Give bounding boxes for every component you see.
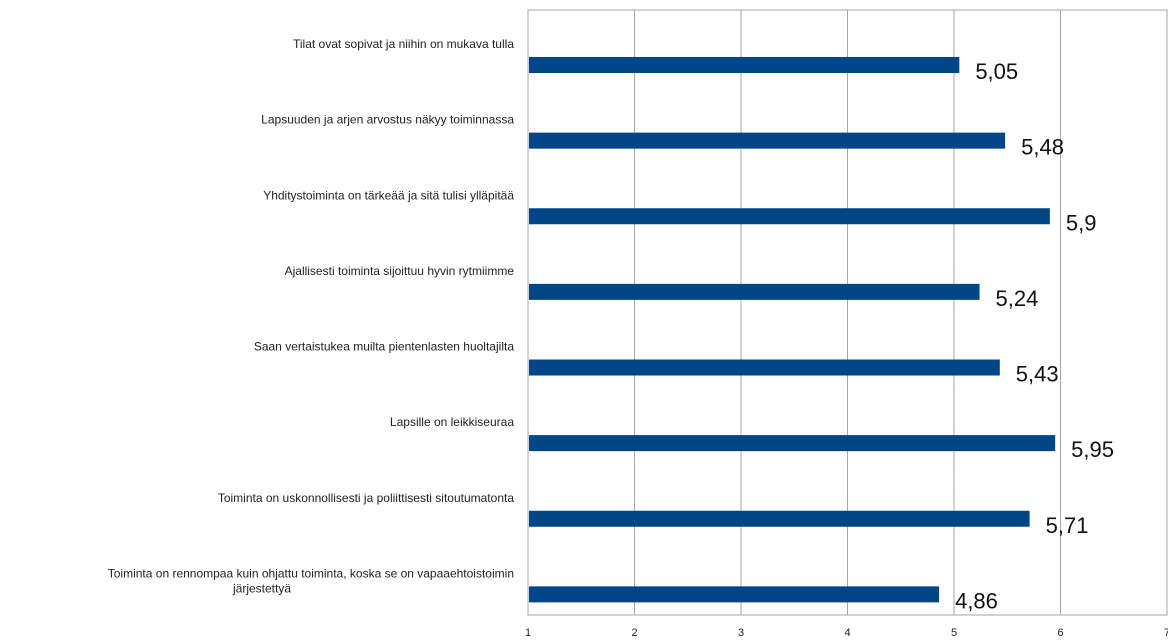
bar-4 bbox=[529, 283, 980, 300]
category-label-8-line-1: Toiminta on rennompaa kuin ohjattu toimi… bbox=[108, 566, 514, 580]
x-tick-label-4: 4 bbox=[844, 627, 850, 639]
bar-3 bbox=[529, 208, 1050, 225]
data-label-4: 5,24 bbox=[996, 286, 1039, 311]
plot-area-frame bbox=[527, 9, 1168, 616]
category-label-8-line-2: järjestettyä bbox=[232, 581, 291, 595]
category-label-4: Ajallisesti toiminta sijoittuu hyvin ryt… bbox=[285, 264, 515, 278]
bar-6 bbox=[529, 435, 1056, 452]
bar-5 bbox=[529, 359, 1000, 376]
x-tick-label-5: 5 bbox=[951, 627, 957, 639]
data-labels: 5,05 5,48 5,9 5,24 5,43 5,95 5,71 4,86 bbox=[955, 59, 1114, 613]
bars bbox=[529, 57, 1056, 603]
category-label-1: Tilat ovat sopivat ja niihin on mukava t… bbox=[293, 37, 514, 51]
data-label-2: 5,48 bbox=[1021, 135, 1064, 160]
data-label-1: 5,05 bbox=[975, 59, 1018, 84]
category-label-2: Lapsuuden ja arjen arvostus näkyy toimin… bbox=[261, 113, 514, 127]
x-tick-label-1: 1 bbox=[525, 627, 531, 639]
x-tick-label-7: 7 bbox=[1164, 627, 1168, 639]
data-label-6: 5,95 bbox=[1071, 437, 1114, 462]
data-label-7: 5,71 bbox=[1046, 513, 1089, 538]
category-label-5: Saan vertaistukea muilta pientenlasten h… bbox=[254, 340, 514, 354]
category-label-6: Lapsille on leikkiseuraa bbox=[390, 415, 514, 429]
category-labels: Tilat ovat sopivat ja niihin on mukava t… bbox=[108, 37, 515, 595]
category-label-7: Toiminta on uskonnollisesti ja poliittis… bbox=[218, 491, 514, 505]
bar-7 bbox=[529, 510, 1030, 527]
x-tick-label-3: 3 bbox=[738, 627, 744, 639]
bar-2 bbox=[529, 132, 1006, 149]
bar-8 bbox=[529, 586, 940, 603]
category-label-3: Yhditystoiminta on tärkeää ja sitä tulis… bbox=[263, 188, 514, 202]
x-axis-tick-labels: 1 2 3 4 5 6 7 bbox=[525, 627, 1168, 639]
x-tick-label-6: 6 bbox=[1057, 627, 1063, 639]
x-tick-label-2: 2 bbox=[631, 627, 637, 639]
data-label-5: 5,43 bbox=[1016, 362, 1059, 387]
bar-1 bbox=[529, 57, 960, 73]
data-label-8: 4,86 bbox=[955, 588, 998, 613]
data-label-3: 5,9 bbox=[1066, 210, 1097, 235]
